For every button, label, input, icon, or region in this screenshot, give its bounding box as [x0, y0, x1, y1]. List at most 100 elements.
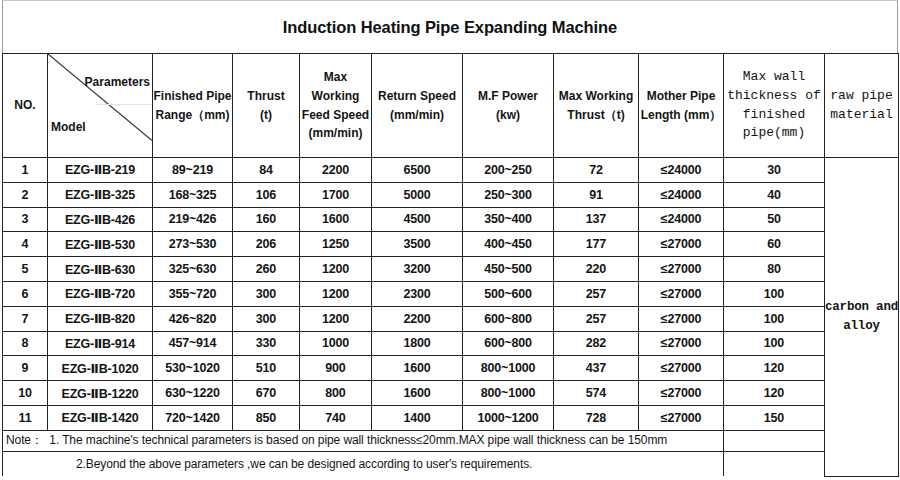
cell-thrust: 206: [233, 232, 300, 257]
diagonal-line: [48, 54, 152, 157]
cell-finished-pipe-range: 457~914: [153, 331, 233, 356]
cell-model: EZG-ⅡB-219: [48, 158, 153, 183]
cell-mf-power: 600~800: [463, 331, 554, 356]
cell-max-working-thrust: 72: [554, 158, 639, 183]
cell-return-speed: 1800: [372, 331, 463, 356]
cell-thrust: 260: [233, 257, 300, 282]
cell-finished-pipe-range: 720~1420: [153, 405, 233, 430]
cell-max-feed-speed: 1250: [300, 232, 372, 257]
cell-model: EZG-ⅡB-914: [48, 331, 153, 356]
table-row: 10 EZG-ⅡB-1220 630~1220 670 800 1600 800…: [3, 381, 899, 406]
col-header-no: NO.: [3, 54, 48, 158]
cell-mother-pipe-length: ≤27000: [639, 281, 724, 306]
cell-return-speed: 1400: [372, 405, 463, 430]
spec-table: NO. Parameters Model Finished Pipe Range…: [2, 53, 899, 477]
cell-thrust: 300: [233, 306, 300, 331]
cell-no: 5: [3, 257, 48, 282]
cell-max-feed-speed: 1200: [300, 281, 372, 306]
cell-max-working-thrust: 220: [554, 257, 639, 282]
cell-max-feed-speed: 1700: [300, 182, 372, 207]
empty-cell: [724, 451, 825, 476]
cell-max-working-thrust: 257: [554, 306, 639, 331]
cell-no: 10: [3, 381, 48, 406]
cell-max-wall-thickness: 40: [724, 182, 825, 207]
cell-finished-pipe-range: 530~1020: [153, 356, 233, 381]
cell-thrust: 330: [233, 331, 300, 356]
cell-max-wall-thickness: 100: [724, 281, 825, 306]
cell-finished-pipe-range: 273~530: [153, 232, 233, 257]
cell-return-speed: 1600: [372, 356, 463, 381]
title-row: Induction Heating Pipe Expanding Machine: [2, 0, 898, 53]
note-row-2: 2.Beyond the above parameters ,we can be…: [3, 451, 899, 476]
cell-max-working-thrust: 728: [554, 405, 639, 430]
cell-return-speed: 4500: [372, 207, 463, 232]
cell-max-wall-thickness: 150: [724, 405, 825, 430]
table-row: 9 EZG-ⅡB-1020 530~1020 510 900 1600 800~…: [3, 356, 899, 381]
cell-no: 1: [3, 158, 48, 183]
cell-max-feed-speed: 2200: [300, 158, 372, 183]
table-row: 2 EZG-ⅡB-325 168~325 106 1700 5000 250~3…: [3, 182, 899, 207]
cell-thrust: 670: [233, 381, 300, 406]
col-header-max-wall-thickness: Max wall thickness of finished pipe(mm): [724, 54, 825, 158]
corner-label-model: Model: [51, 118, 86, 137]
cell-return-speed: 2300: [372, 281, 463, 306]
cell-model: EZG-ⅡB-426: [48, 207, 153, 232]
table-row: 1 EZG-ⅡB-219 89~219 84 2200 6500 200~250…: [3, 158, 899, 183]
cell-model: EZG-ⅡB-1220: [48, 381, 153, 406]
cell-no: 9: [3, 356, 48, 381]
cell-model: EZG-ⅡB-820: [48, 306, 153, 331]
col-header-max-feed-speed: Max Working Feed Speed (mm/min): [300, 54, 372, 158]
cell-no: 6: [3, 281, 48, 306]
cell-finished-pipe-range: 426~820: [153, 306, 233, 331]
cell-max-feed-speed: 1200: [300, 257, 372, 282]
cell-mother-pipe-length: ≤27000: [639, 331, 724, 356]
cell-mf-power: 1000~1200: [463, 405, 554, 430]
col-header-mother-pipe-length: Mother Pipe Length (mm）: [639, 54, 724, 158]
cell-max-working-thrust: 257: [554, 281, 639, 306]
cell-mother-pipe-length: ≤27000: [639, 405, 724, 430]
cell-max-wall-thickness: 80: [724, 257, 825, 282]
note-row-1: Note： 1. The machine's technical paramet…: [3, 430, 899, 451]
cell-no: 3: [3, 207, 48, 232]
cell-max-working-thrust: 177: [554, 232, 639, 257]
cell-mf-power: 500~600: [463, 281, 554, 306]
cell-mf-power: 250~300: [463, 182, 554, 207]
cell-mother-pipe-length: ≤27000: [639, 257, 724, 282]
cell-no: 4: [3, 232, 48, 257]
col-header-finished-pipe-range: Finished Pipe Range（mm): [153, 54, 233, 158]
cell-max-wall-thickness: 120: [724, 356, 825, 381]
cell-max-wall-thickness: 120: [724, 381, 825, 406]
cell-model: EZG-ⅡB-325: [48, 182, 153, 207]
note-text-2: 2.Beyond the above parameters ,we can be…: [3, 451, 724, 476]
cell-max-wall-thickness: 60: [724, 232, 825, 257]
col-header-model-parameters: Parameters Model: [48, 54, 153, 158]
cell-finished-pipe-range: 325~630: [153, 257, 233, 282]
cell-max-feed-speed: 1200: [300, 306, 372, 331]
cell-thrust: 160: [233, 207, 300, 232]
cell-max-feed-speed: 800: [300, 381, 372, 406]
cell-model: EZG-ⅡB-630: [48, 257, 153, 282]
cell-finished-pipe-range: 89~219: [153, 158, 233, 183]
table-row: 7 EZG-ⅡB-820 426~820 300 1200 2200 600~8…: [3, 306, 899, 331]
cell-finished-pipe-range: 168~325: [153, 182, 233, 207]
page-title: Induction Heating Pipe Expanding Machine: [283, 18, 617, 37]
spec-sheet: Induction Heating Pipe Expanding Machine…: [2, 0, 898, 477]
table-row: 3 EZG-ⅡB-426 219~426 160 1600 4500 350~4…: [3, 207, 899, 232]
cell-no: 2: [3, 182, 48, 207]
cell-max-working-thrust: 282: [554, 331, 639, 356]
cell-mf-power: 800~1000: [463, 381, 554, 406]
cell-raw-pipe-material: carbon and alloy: [825, 158, 899, 477]
col-header-raw-pipe-material: raw pipe material: [825, 54, 899, 158]
cell-mother-pipe-length: ≤24000: [639, 158, 724, 183]
cell-model: EZG-ⅡB-530: [48, 232, 153, 257]
cell-no: 7: [3, 306, 48, 331]
cell-return-speed: 1600: [372, 381, 463, 406]
empty-cell: [724, 430, 825, 451]
col-header-max-working-thrust: Max Working Thrust（t): [554, 54, 639, 158]
cell-thrust: 106: [233, 182, 300, 207]
cell-max-working-thrust: 137: [554, 207, 639, 232]
table-row: 4 EZG-ⅡB-530 273~530 206 1250 3500 400~4…: [3, 232, 899, 257]
cell-mother-pipe-length: ≤27000: [639, 306, 724, 331]
cell-no: 11: [3, 405, 48, 430]
cell-mf-power: 200~250: [463, 158, 554, 183]
